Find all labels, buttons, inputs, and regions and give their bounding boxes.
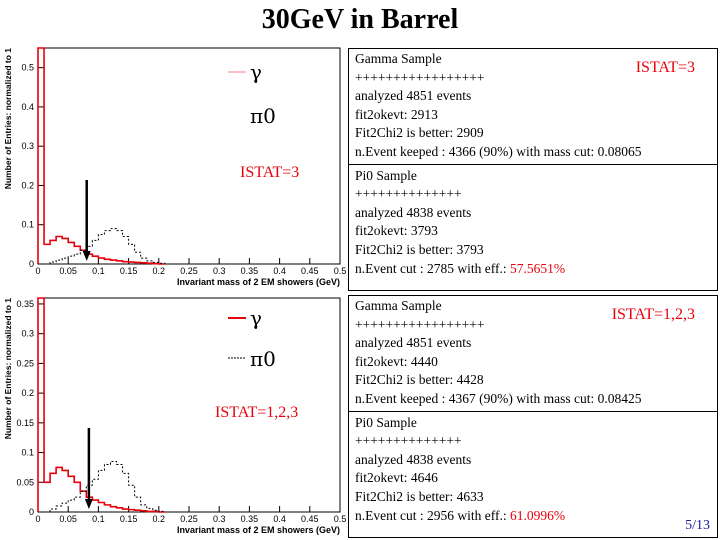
pi0-line: Fit2Chi2 is better: 4633	[355, 488, 484, 504]
y-tick-label: 0.4	[21, 102, 34, 112]
histogram-istat123: 0 0.05 0.1 0.15 0.2 0.25 0.3 0.35 0 0.05 0.1 0.15 0.…	[3, 297, 347, 535]
x-axis-label: Invariant mass of 2 EM showers (GeV)	[177, 525, 340, 535]
x-tick-label: 0.5	[334, 266, 347, 276]
pi0-line: Fit2Chi2 is better: 3793	[355, 241, 484, 257]
page-number: 5/13	[685, 518, 710, 533]
pi0-cut-prefix: n.Event cut : 2785 with eff.:	[355, 260, 510, 276]
istat-label: ISTAT=3	[635, 59, 695, 76]
gamma-line: +++++++++++++++++	[355, 316, 485, 332]
pi0-histogram	[38, 460, 166, 513]
gamma-line: Gamma Sample	[355, 51, 442, 66]
x-tick-label: 0.45	[301, 514, 319, 524]
y-tick-label: 0.5	[21, 63, 34, 73]
pi0-line: Pi0 Sample	[355, 167, 417, 183]
legend-pi0-label: π0	[250, 347, 276, 371]
istat-label: ISTAT=1,2,3	[611, 306, 695, 323]
x-tick-label: 0.35	[241, 514, 259, 524]
pi0-line: fit2okevt: 3793	[355, 223, 438, 239]
x-tick-label: 0.2	[153, 514, 166, 524]
pi0-line: analyzed 4838 events	[355, 204, 472, 220]
x-tick-label: 0.4	[273, 266, 286, 276]
pi0-cut-line: n.Event cut : 2785 with eff.: 57.5651%	[355, 260, 711, 279]
box-divider	[349, 410, 717, 412]
gamma-line: Fit2Chi2 is better: 4428	[355, 372, 484, 388]
pi0-efficiency: 61.0996%	[509, 507, 566, 523]
legend-gamma-label: γ	[250, 60, 262, 84]
gamma-line: fit2okevt: 4440	[355, 353, 438, 369]
legend-pi0-label: π0	[250, 104, 276, 128]
y-tick-label: 0.05	[16, 477, 34, 487]
y-tick-label: 0.3	[21, 141, 34, 151]
mass-cut-arrowhead	[84, 499, 93, 509]
pi0-line: ++++++++++++++	[355, 433, 462, 449]
y-tick-label: 0.1	[21, 220, 34, 230]
mass-cut-arrowhead	[82, 251, 91, 261]
y-tick-label: 0.35	[16, 299, 34, 309]
pi0-line: Pi0 Sample	[355, 414, 417, 430]
y-tick-label: 0.15	[16, 418, 34, 428]
x-tick-label: 0.25	[180, 514, 198, 524]
x-axis-label: Invariant mass of 2 EM showers (GeV)	[177, 277, 340, 287]
plot-istat3: 0 0.1 0.2 0.3 0.4 0.5 0 0.05 0.1 0.15 0.2 0.25 0.3 0.…	[0, 40, 350, 292]
gamma-line: +++++++++++++++++	[355, 69, 485, 85]
y-axis-label: Number of Entries: normalized to 1	[3, 48, 13, 189]
y-axis-label: Number of Entries: normalized to 1	[3, 298, 13, 439]
gamma-line: n.Event keeped : 4367 (90%) with mass cu…	[355, 390, 642, 406]
y-tick-label: 0.25	[16, 358, 34, 368]
histogram-istat3: 0 0.1 0.2 0.3 0.4 0.5 0 0.05 0.1 0.15 0.2 0.25 0.3 0.…	[3, 47, 347, 287]
gamma-histogram	[37, 47, 165, 265]
x-tick-label: 0.2	[153, 266, 166, 276]
pi0-line: ++++++++++++++	[355, 186, 462, 202]
x-tick-label: 0.5	[334, 514, 347, 524]
x-tick-label: 0.05	[59, 266, 77, 276]
gamma-line: analyzed 4851 events	[355, 335, 472, 351]
slide-title: 30GeV in Barrel	[261, 4, 459, 35]
plot-istat-label: ISTAT=3	[240, 164, 299, 181]
x-tick-label: 0.4	[273, 514, 286, 524]
results-box-istat123: ISTAT=1,2,3 Gamma Sample +++++++++++++++…	[348, 295, 718, 538]
legend-gamma-label: γ	[250, 306, 262, 330]
y-tick-label: 0.1	[21, 448, 34, 458]
x-tick-label: 0	[35, 514, 40, 524]
x-tick-label: 0.35	[241, 266, 259, 276]
plot-istat-label: ISTAT=1,2,3	[215, 404, 298, 421]
plot-istat123: 0 0.05 0.1 0.15 0.2 0.25 0.3 0.35 0 0.05 0.1 0.15 0.…	[0, 290, 350, 540]
y-tick-label: 0.3	[21, 329, 34, 339]
y-tick-label: 0	[29, 507, 34, 517]
x-tick-label: 0.15	[120, 514, 138, 524]
pi0-efficiency: 57.5651%	[509, 260, 566, 276]
pi0-cut-line: n.Event cut : 2956 with eff.: 61.0996%	[355, 507, 711, 526]
y-tick-label: 0.2	[21, 388, 34, 398]
pi0-histogram	[38, 228, 166, 265]
x-tick-label: 0.15	[120, 266, 138, 276]
x-tick-label: 0.05	[59, 514, 77, 524]
x-tick-label: 0	[35, 266, 40, 276]
pi0-line: fit2okevt: 4646	[355, 470, 438, 486]
y-tick-label: 0	[29, 259, 34, 269]
pi0-line: analyzed 4838 events	[355, 451, 472, 467]
box-divider	[349, 163, 717, 165]
gamma-line: Gamma Sample	[355, 298, 442, 313]
gamma-line: Fit2Chi2 is better: 2909	[355, 125, 484, 141]
pi0-cut-prefix: n.Event cut : 2956 with eff.:	[355, 507, 510, 523]
x-tick-label: 0.25	[180, 266, 198, 276]
x-tick-label: 0.1	[92, 266, 105, 276]
x-tick-label: 0.3	[213, 514, 226, 524]
plot-frame	[37, 47, 341, 265]
x-tick-label: 0.45	[301, 266, 319, 276]
x-tick-label: 0.3	[213, 266, 226, 276]
x-tick-label: 0.1	[92, 514, 105, 524]
y-tick-label: 0.2	[21, 180, 34, 190]
gamma-line: fit2okevt: 2913	[355, 106, 438, 122]
gamma-histogram	[37, 297, 165, 513]
gamma-line: analyzed 4851 events	[355, 88, 472, 104]
gamma-line: n.Event keeped : 4366 (90%) with mass cu…	[355, 143, 642, 159]
results-box-istat3: ISTAT=3 Gamma Sample +++++++++++++++++ a…	[348, 48, 718, 291]
